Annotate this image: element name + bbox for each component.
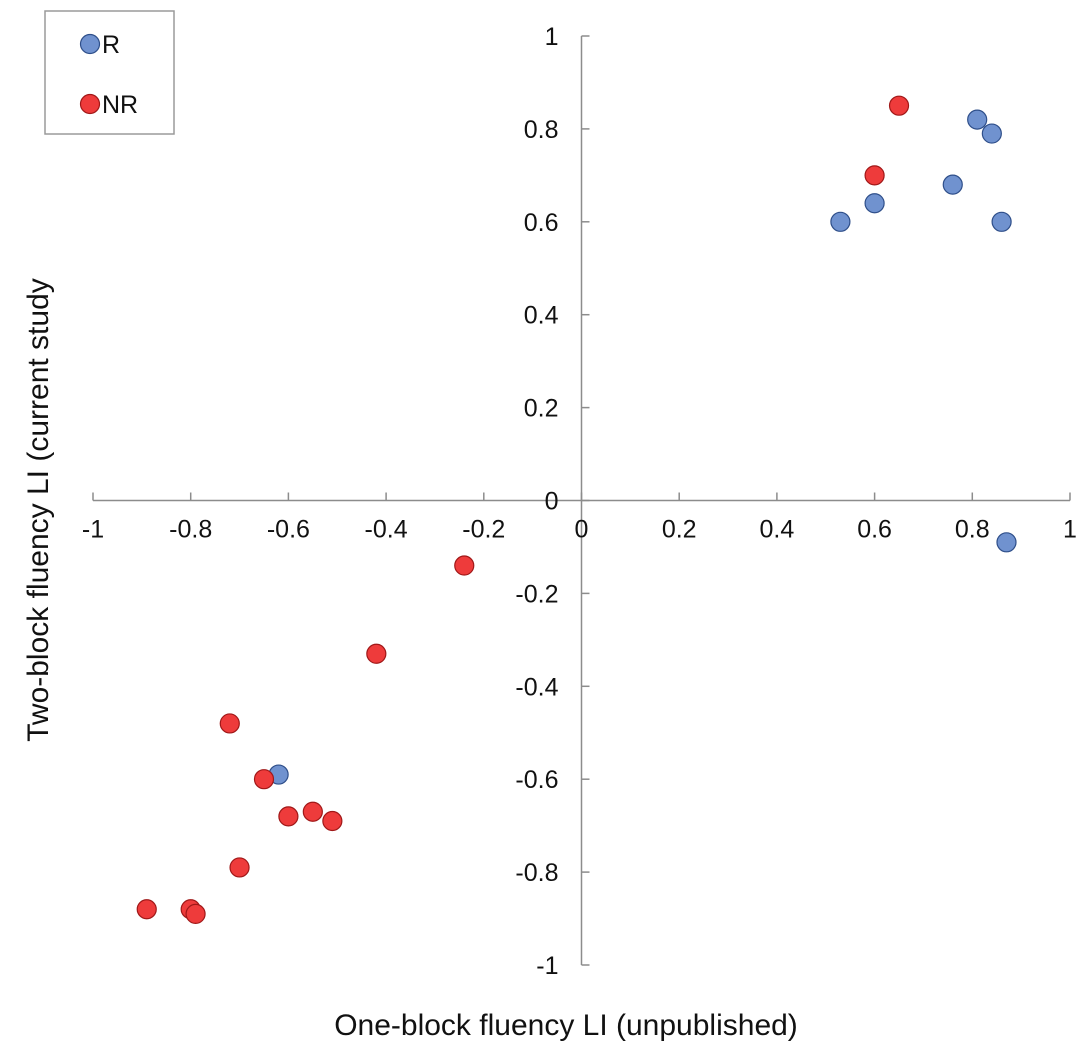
data-point-r: [864, 193, 885, 214]
y-tick-label: -1: [536, 952, 558, 980]
legend-label-nr: NR: [102, 91, 138, 119]
y-tick-label: 1: [545, 23, 559, 51]
data-point-nr: [322, 810, 343, 832]
x-tick-label: 0.2: [662, 516, 697, 544]
y-tick-label: -0.2: [515, 580, 558, 608]
x-tick-label: -0.6: [267, 516, 310, 544]
y-tick-label: 0.4: [524, 302, 559, 330]
y-tick-label: 0.6: [524, 209, 559, 237]
x-tick-label: 0.6: [857, 516, 892, 544]
data-point-nr: [253, 769, 275, 790]
data-point-r: [967, 109, 988, 130]
y-tick-label: 0.8: [524, 116, 559, 144]
data-point-nr: [864, 165, 885, 186]
y-axis-title: Two-block fluency LI (current study: [22, 278, 55, 742]
x-tick-label: -1: [82, 516, 104, 544]
x-tick-label: 0.8: [955, 516, 990, 544]
data-point-nr: [229, 857, 250, 878]
data-point-nr: [888, 95, 910, 116]
data-point-r: [991, 211, 1012, 232]
x-tick-label: 0.4: [760, 516, 795, 544]
data-point-r: [981, 123, 1002, 144]
data-point-nr: [366, 643, 387, 664]
y-tick-label: -0.6: [515, 766, 558, 794]
data-point-nr: [219, 713, 240, 734]
legend-marker-nr: [79, 93, 101, 115]
x-tick-label: 1: [1063, 516, 1077, 544]
data-point-nr: [185, 903, 206, 925]
x-tick-label: -0.2: [462, 516, 505, 544]
y-tick-label: 0.2: [524, 395, 559, 423]
x-tick-label: -0.4: [365, 516, 408, 544]
data-point-nr: [454, 555, 475, 576]
x-axis-title: One-block fluency LI (unpublished): [334, 1009, 798, 1042]
data-point-r: [942, 174, 963, 195]
legend-label-r: R: [102, 31, 120, 59]
data-point-nr: [302, 801, 323, 822]
data-point-nr: [136, 899, 157, 920]
data-point-r: [830, 211, 851, 232]
data-points: [136, 95, 1017, 925]
axes: -1 -0.8 -0.6 -0.4 -0.2 0 0.2 0.4 0.6 0.8 1 -1 -0.8 -0…: [82, 23, 1077, 980]
legend-box: [44, 10, 175, 135]
y-tick-label: 0: [545, 488, 559, 516]
x-tick-label: -0.8: [169, 516, 212, 544]
y-tick-label: -0.4: [515, 673, 558, 701]
data-point-r: [996, 532, 1017, 553]
legend: R NR: [44, 10, 175, 135]
data-point-nr: [278, 806, 299, 827]
x-tick-label: 0: [575, 516, 589, 544]
y-tick-label: -0.8: [515, 859, 558, 887]
legend-marker-r: [79, 33, 101, 55]
